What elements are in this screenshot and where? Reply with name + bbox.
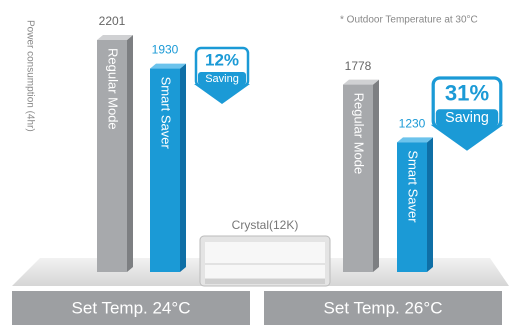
group-box [264, 291, 502, 325]
product-label: Crystal(12K) [232, 218, 299, 232]
value-label: 1778 [345, 59, 372, 73]
saving-label-bg [435, 109, 499, 127]
saving-label-bg [198, 72, 246, 85]
bar [397, 142, 427, 272]
bar-series-label: Regular Mode [106, 48, 121, 130]
saving-badge: 31% Saving [430, 76, 504, 151]
bar-series-label: Smart Saver [159, 77, 174, 150]
note: * Outdoor Temperature at 30°C [340, 15, 478, 26]
bar-side [427, 137, 433, 272]
value-label: 1930 [152, 43, 179, 57]
y-label: Power consumption (4hr) [24, 20, 35, 132]
value-label: 2201 [99, 14, 126, 28]
bar-side [180, 63, 186, 272]
saving-label: Saving [205, 73, 239, 85]
bar-top [150, 63, 186, 69]
saving-badge: 12% Saving [194, 46, 250, 104]
air-conditioner [199, 235, 331, 287]
bar-top [97, 35, 133, 40]
bar-top [397, 137, 433, 143]
bar [97, 40, 127, 272]
value-label: 1230 [399, 117, 426, 131]
group-box [12, 291, 250, 325]
bar-side [127, 35, 133, 272]
category-label: Set Temp. 26°C [324, 298, 443, 317]
saving-label: Saving [445, 110, 489, 126]
category-label: Set Temp. 24°C [72, 298, 191, 317]
saving-value: 31% [445, 81, 490, 106]
bar [150, 68, 180, 272]
saving-value: 12% [205, 50, 239, 69]
bar-series-label: Regular Mode [352, 93, 367, 175]
bar-side [373, 79, 379, 272]
bar-top [343, 79, 379, 85]
bar [343, 84, 373, 272]
bar-series-label: Smart Saver [406, 150, 421, 223]
